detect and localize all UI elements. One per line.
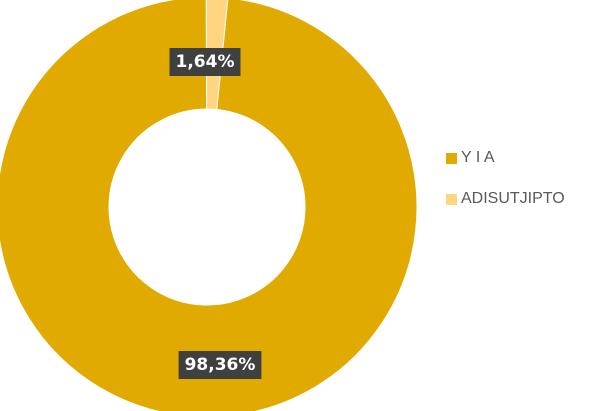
data-label-yia: 98,36% <box>178 351 262 379</box>
legend-label-yia: Y I A <box>461 149 495 166</box>
data-labels: 98,36% 1,64% <box>169 48 262 379</box>
legend-label-adisutjipto: ADISUTJIPTO <box>461 190 565 207</box>
data-label-text: 1,64% <box>176 52 235 72</box>
data-label-adisutjipto: 1,64% <box>169 48 241 76</box>
legend-item-yia: Y I A <box>446 148 565 168</box>
data-label-box <box>169 48 241 76</box>
data-label-text: 98,36% <box>185 355 256 375</box>
legend-swatch-adisutjipto <box>446 193 457 205</box>
legend-swatch-yia <box>446 152 457 164</box>
chart-legend: Y I A ADISUTJIPTO <box>446 148 565 230</box>
donut-slice-yia <box>0 0 418 411</box>
legend-item-adisutjipto: ADISUTJIPTO <box>446 189 565 209</box>
data-label-box <box>178 351 262 379</box>
